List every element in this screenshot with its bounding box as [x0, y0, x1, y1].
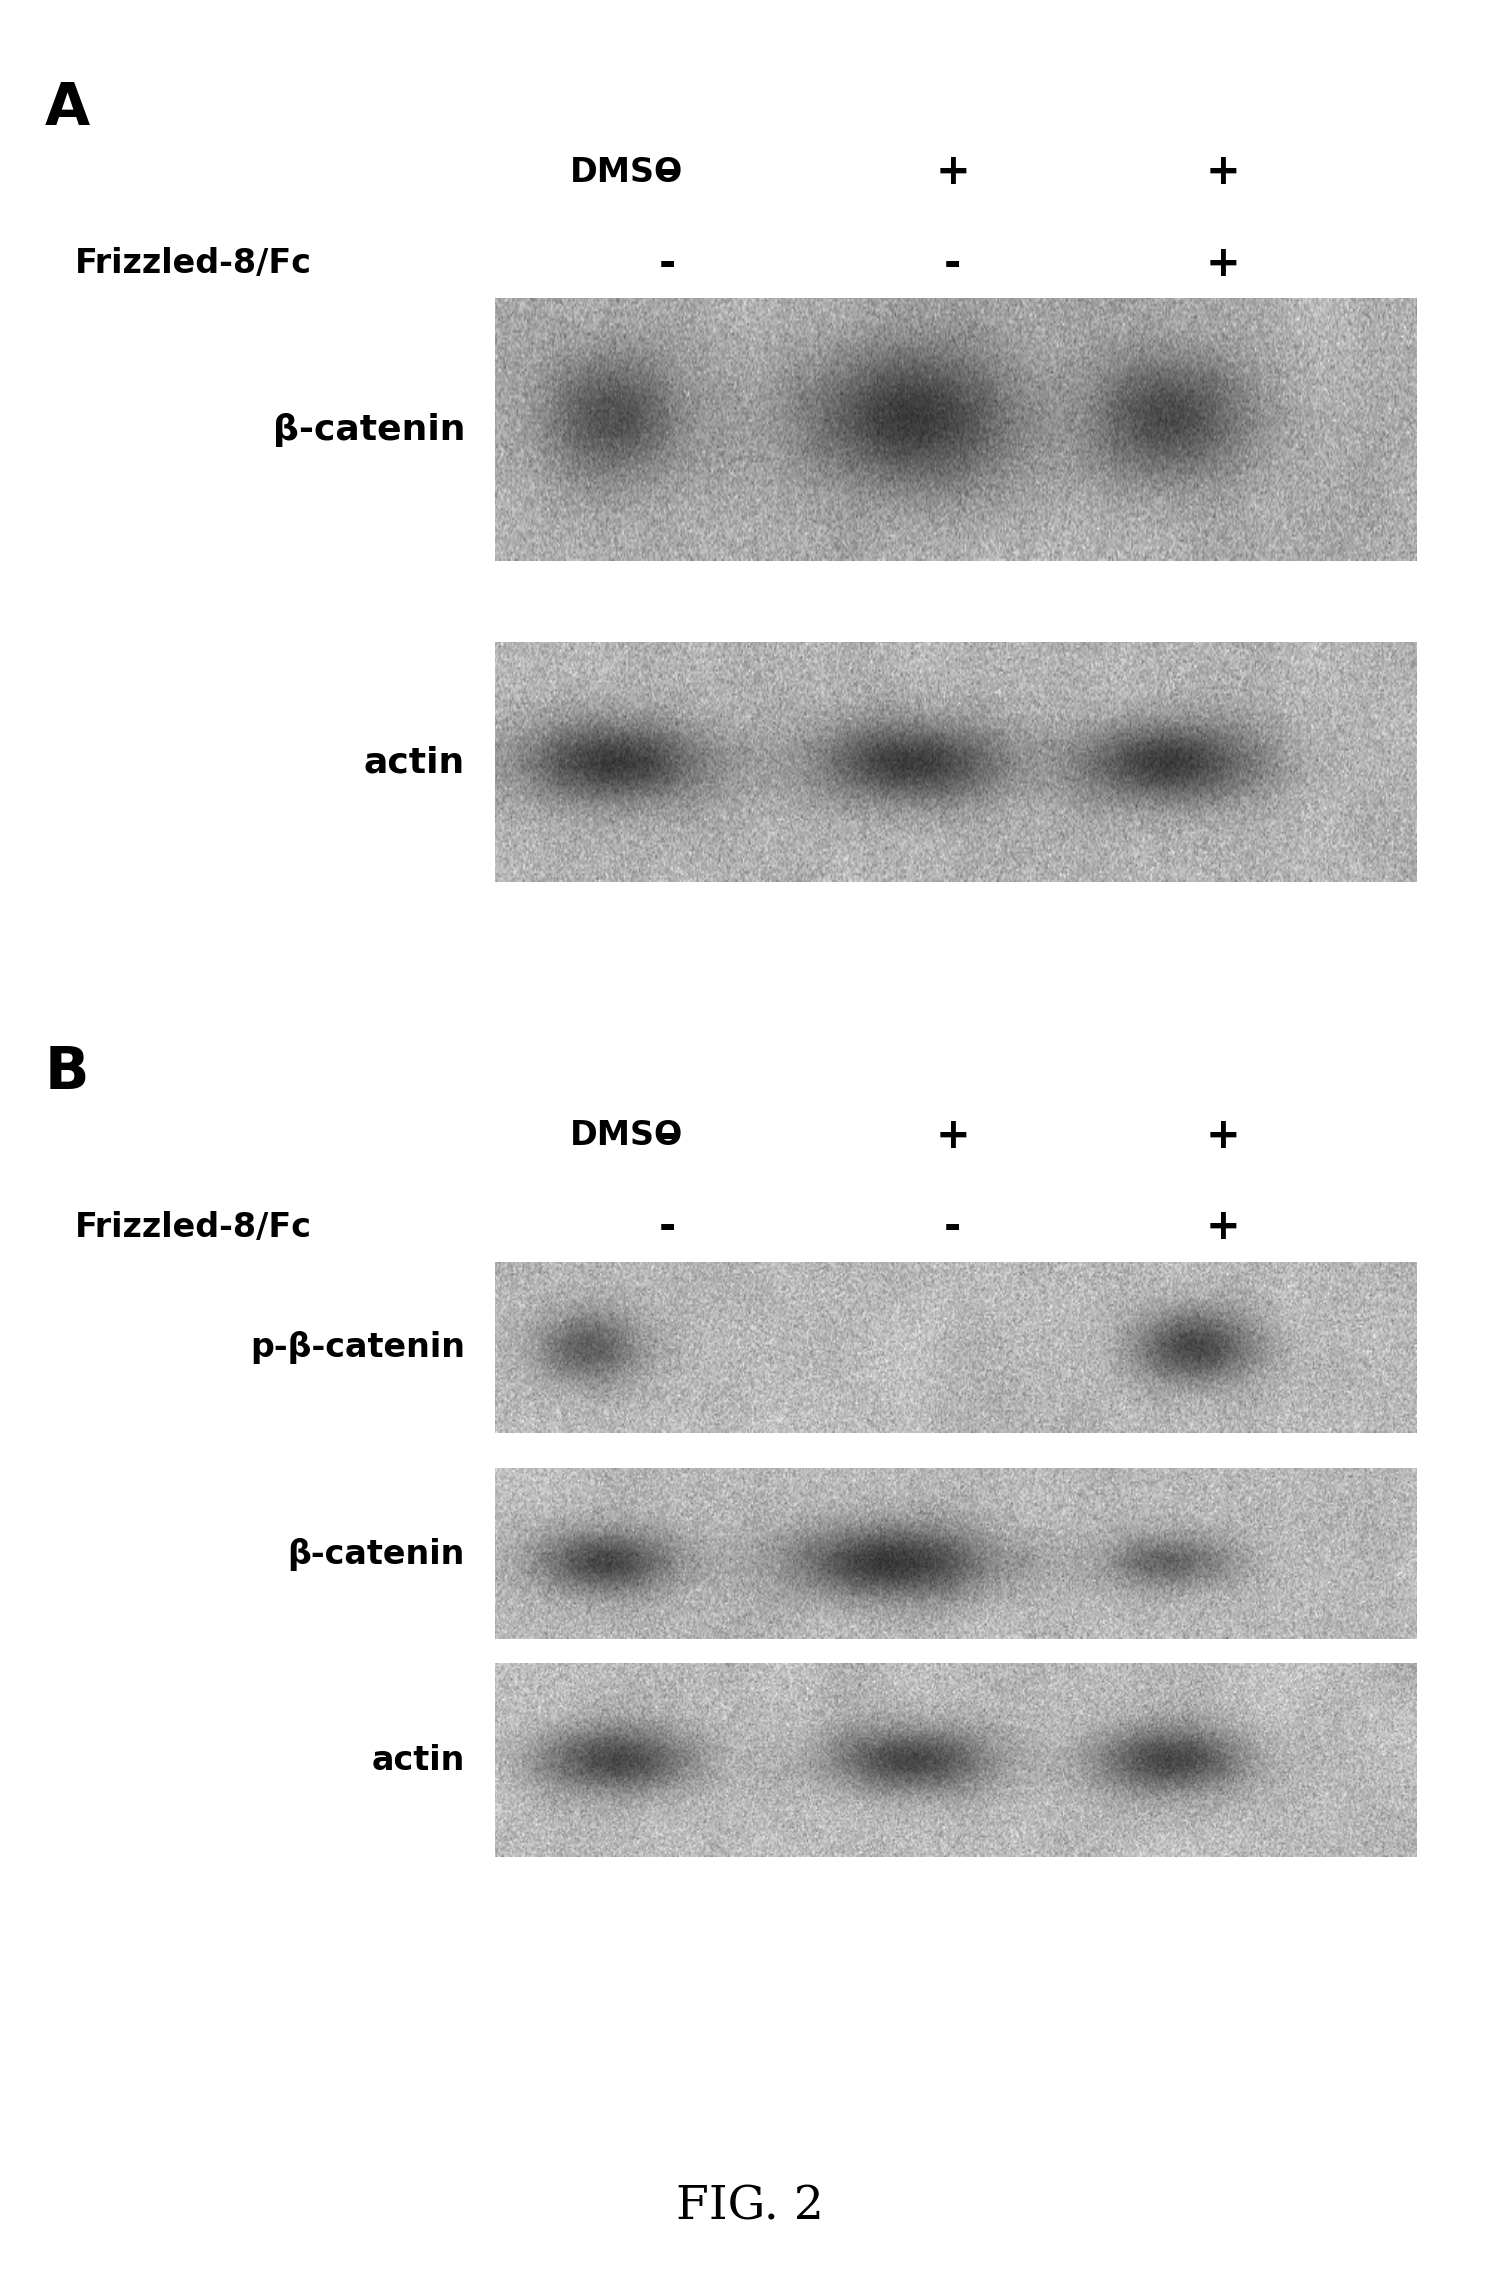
Text: DMSO: DMSO [570, 156, 682, 188]
Text: β-catenin: β-catenin [273, 413, 465, 447]
Text: DMSO: DMSO [570, 1119, 682, 1152]
Text: +: + [1204, 151, 1240, 193]
Text: FIG. 2: FIG. 2 [676, 2184, 824, 2230]
Text: +: + [1204, 243, 1240, 284]
Text: -: - [658, 1207, 676, 1248]
Text: -: - [944, 1207, 962, 1248]
Text: +: + [1204, 1207, 1240, 1248]
Text: actin: actin [372, 1743, 465, 1778]
Text: B: B [45, 1044, 90, 1101]
Text: Frizzled-8/Fc: Frizzled-8/Fc [75, 1211, 312, 1243]
Text: β-catenin: β-catenin [288, 1537, 465, 1571]
Text: -: - [658, 1115, 676, 1156]
Text: Frizzled-8/Fc: Frizzled-8/Fc [75, 248, 312, 280]
Text: -: - [658, 151, 676, 193]
Text: -: - [944, 243, 962, 284]
Text: p-β-catenin: p-β-catenin [251, 1331, 465, 1365]
Text: +: + [934, 151, 970, 193]
Text: +: + [1204, 1115, 1240, 1156]
Text: actin: actin [363, 746, 465, 780]
Text: +: + [934, 1115, 970, 1156]
Text: -: - [658, 243, 676, 284]
Text: A: A [45, 80, 90, 138]
